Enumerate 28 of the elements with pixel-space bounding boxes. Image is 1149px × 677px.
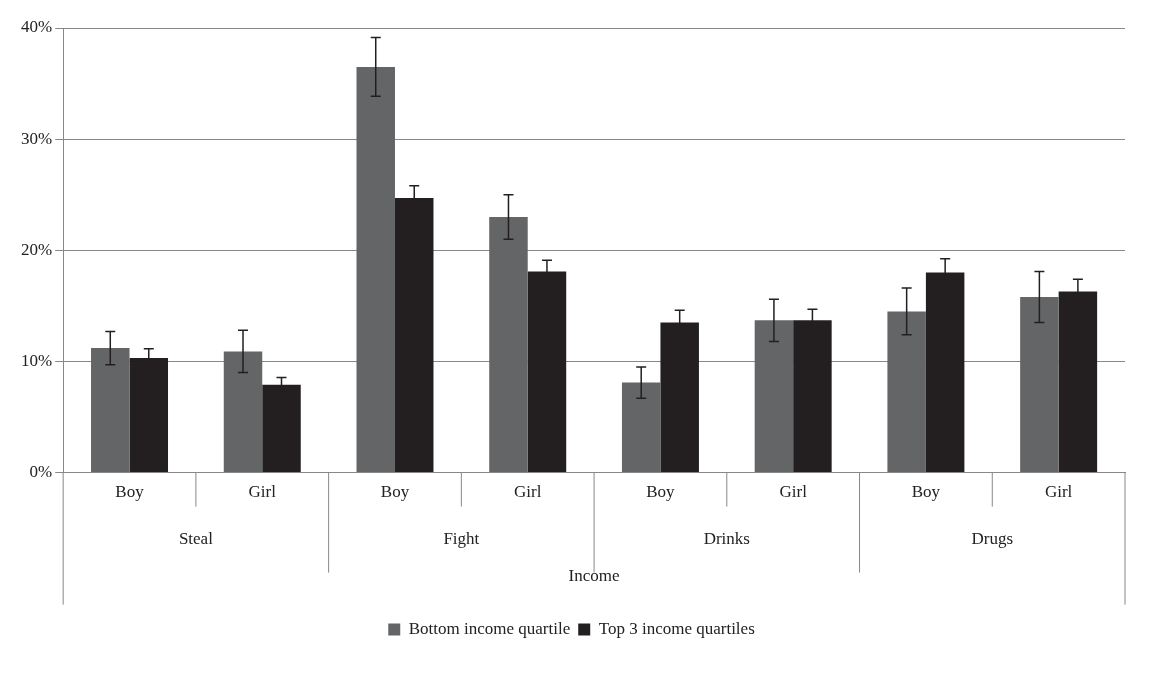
bar	[91, 348, 130, 473]
text: Income	[568, 566, 620, 586]
bar	[356, 66, 395, 473]
bar	[223, 351, 263, 473]
y-tick-label: 30%	[20, 128, 53, 148]
x-tick-label: Boy	[380, 482, 410, 502]
bar	[887, 311, 926, 473]
x-tick-label: Girl	[514, 482, 542, 502]
y-tick-label: 0%	[29, 462, 53, 482]
bar	[489, 216, 528, 473]
x-tick-label: Boy	[115, 482, 145, 502]
legend-label: Bottom income quartile	[408, 618, 571, 638]
text: Fight	[443, 529, 480, 549]
bar	[754, 320, 794, 473]
text: Drinks	[703, 529, 750, 549]
y-tick-label: 10%	[20, 350, 53, 370]
legend-label: Top 3 income quartiles	[598, 618, 755, 638]
x-tick-label: Girl	[779, 482, 808, 502]
bar	[621, 382, 661, 473]
x-tick-label: Boy	[911, 482, 941, 502]
x-tick-label: Boy	[646, 482, 676, 502]
text: Drugs	[971, 529, 1014, 549]
x-tick-label: Girl	[1044, 482, 1073, 502]
bar	[1020, 296, 1059, 473]
y-tick-label: 20%	[20, 239, 53, 259]
x-tick-label: Girl	[248, 482, 277, 502]
y-tick-label: 40%	[20, 17, 53, 37]
text: Steal	[178, 529, 214, 549]
